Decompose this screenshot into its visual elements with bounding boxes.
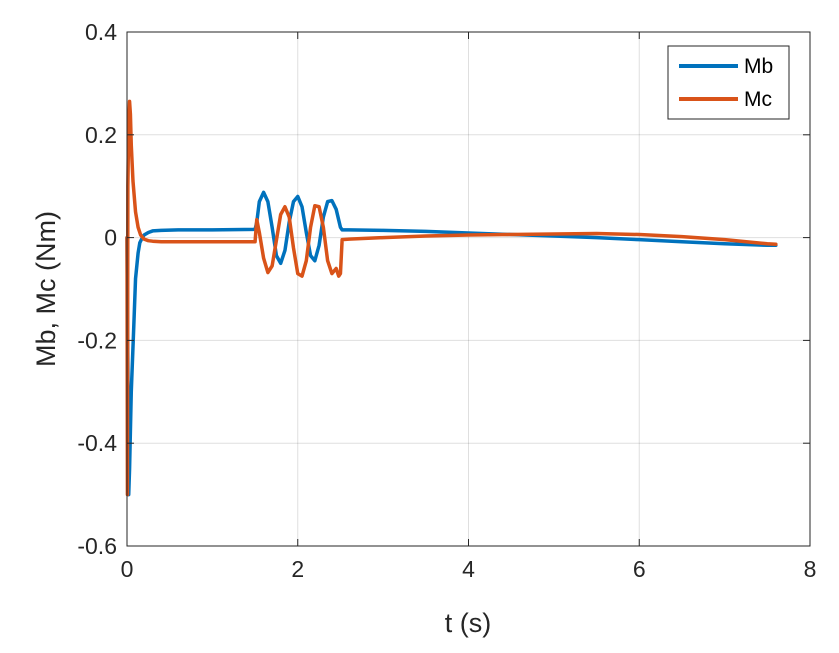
x-tick-label: 4	[462, 556, 475, 582]
y-tick-label: -0.2	[77, 327, 117, 353]
legend: Mb Mc	[667, 45, 790, 120]
y-tick-label: 0.4	[85, 19, 117, 45]
legend-box	[667, 45, 790, 120]
series-layer	[125, 99, 778, 497]
series-line-mc	[125, 99, 778, 497]
y-tick-label: -0.4	[77, 430, 117, 456]
y-tick-label: -0.6	[77, 533, 117, 559]
x-axis-label: t (s)	[445, 608, 492, 638]
ticks	[126, 31, 811, 547]
y-tick-label: 0.2	[85, 122, 117, 148]
legend-label-mb: Mb	[744, 55, 773, 78]
x-tick-label: 2	[291, 556, 304, 582]
x-tick-label: 6	[633, 556, 646, 582]
x-tick-label: 0	[121, 556, 134, 582]
x-tick-labels: 0 2 4 6 8	[121, 556, 817, 582]
y-tick-labels: -0.6 -0.4 -0.2 0 0.2 0.4	[77, 19, 117, 559]
legend-label-mc: Mc	[744, 88, 772, 111]
x-tick-label: 8	[804, 556, 817, 582]
y-tick-label: 0	[104, 225, 117, 251]
y-axis-label: Mb, Mc (Nm)	[31, 211, 61, 367]
